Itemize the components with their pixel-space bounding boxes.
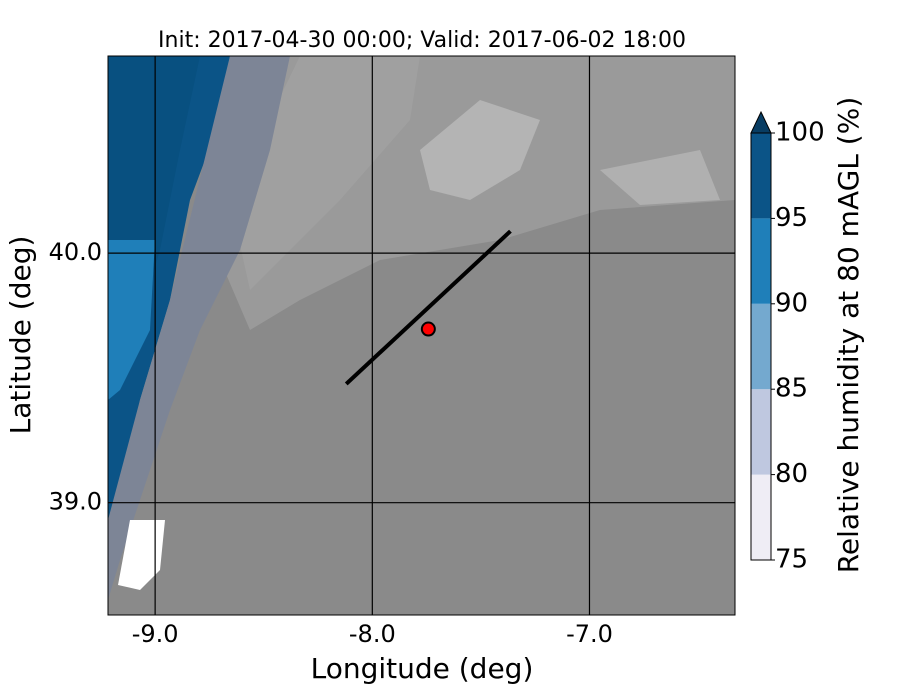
colorbar-segment — [751, 133, 771, 219]
colorbar-tick-label: 85 — [775, 374, 808, 404]
colorbar-tick-label: 95 — [775, 203, 808, 233]
colorbar-extend — [750, 110, 772, 134]
colorbar-tick-label: 75 — [775, 545, 808, 575]
y-tick-label: 40.0 — [49, 238, 102, 266]
colorbar-segment — [751, 389, 771, 475]
colorbar-frame — [750, 132, 772, 561]
colorbar-segment — [751, 303, 771, 390]
colorbar-tick-label: 90 — [775, 288, 808, 318]
chart-title: Init: 2017-04-30 00:00; Valid: 2017-06-0… — [158, 28, 686, 53]
y-tick-label: 39.0 — [49, 488, 102, 516]
colorbar-label: Relative humidity at 80 mAGL (%) — [832, 97, 865, 574]
colorbar-segment — [751, 474, 771, 560]
x-axis-label: Longitude (deg) — [311, 652, 534, 685]
x-tick-label: -9.0 — [132, 620, 179, 648]
axes-frame — [107, 55, 736, 616]
x-tick-label: -8.0 — [349, 620, 396, 648]
cross-section-line — [344, 229, 512, 386]
colorbar-tick-label: 100 — [775, 118, 825, 148]
y-axis-label: Latitude (deg) — [4, 236, 37, 435]
colorbar-segment — [751, 218, 771, 304]
terrain-field — [108, 56, 735, 615]
x-tick-label: -7.0 — [566, 620, 613, 648]
colorbar-tick-label: 80 — [775, 459, 808, 489]
location-marker — [420, 321, 436, 337]
